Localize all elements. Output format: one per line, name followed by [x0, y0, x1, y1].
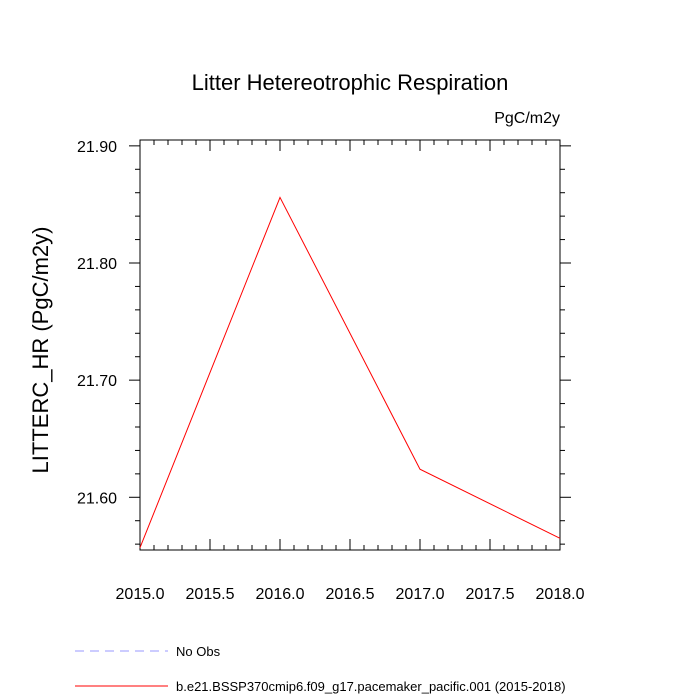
x-tick-label: 2015.5 — [186, 586, 235, 603]
chart-title: Litter Hetereotrophic Respiration — [192, 70, 509, 95]
legend-label: No Obs — [176, 644, 221, 659]
series-line — [139, 196, 561, 548]
legend-label: b.e21.BSSP370cmip6.f09_g17.pacemaker_pac… — [176, 679, 566, 694]
x-tick-label: 2018.0 — [536, 586, 585, 603]
x-tick-label: 2016.5 — [326, 586, 375, 603]
tick-labels: 2015.0 2015.5 2016.0 2016.5 2017.0 2017.5 2018… — [77, 139, 585, 603]
y-tick-label: 21.60 — [77, 490, 117, 507]
x-tick-label: 2017.5 — [466, 586, 515, 603]
x-tick-label: 2017.0 — [396, 586, 445, 603]
units-label: PgC/m2y — [494, 110, 560, 127]
y-axis-label: LITTERC_HR (PgC/m2y) — [28, 227, 53, 474]
plot-frame — [139, 139, 561, 551]
y-tick-label: 21.90 — [77, 139, 117, 156]
axis-ticks — [129, 140, 571, 550]
y-tick-label: 21.70 — [77, 373, 117, 390]
y-tick-label: 21.80 — [77, 256, 117, 273]
x-tick-label: 2015.0 — [116, 586, 165, 603]
series-layer — [139, 196, 561, 548]
legend: No Obs b.e21.BSSP370cmip6.f09_g17.pacemak… — [75, 644, 566, 694]
x-tick-label: 2016.0 — [256, 586, 305, 603]
